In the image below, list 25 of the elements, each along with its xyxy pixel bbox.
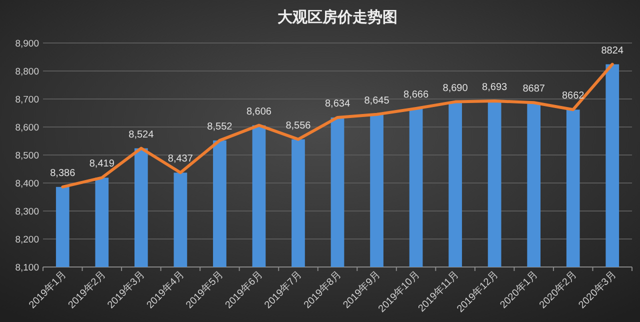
text: 8,666 (404, 90, 429, 101)
text: 8,693 (482, 82, 508, 93)
text: 8,645 (364, 95, 390, 106)
y-tick-label: 8,500 (15, 150, 39, 162)
text: 8,437 (168, 154, 193, 165)
text: 8,606 (246, 106, 272, 118)
y-tick-label: 8,900 (15, 38, 39, 50)
text: 8,634 (324, 98, 350, 110)
y-tick-label: 8,200 (15, 234, 39, 246)
y-tick-label: 8,100 (15, 262, 39, 274)
text: 8,419 (89, 158, 114, 170)
text: 8,556 (286, 120, 311, 132)
y-tick-label: 8,400 (15, 178, 39, 190)
text: 8,524 (128, 129, 154, 140)
y-tick-label: 8,300 (15, 206, 39, 218)
text: 8662 (562, 90, 584, 102)
y-tick-label: 8,600 (15, 122, 39, 134)
chart-title: 大观区房价走势图 (278, 8, 398, 26)
text: 8,690 (442, 82, 468, 94)
text: 8,552 (207, 121, 232, 132)
text: 8687 (522, 84, 545, 95)
text: 8824 (601, 45, 624, 56)
text: 8,386 (50, 168, 76, 179)
y-tick-label: 8,800 (15, 66, 39, 78)
y-tick-label: 8,700 (15, 94, 39, 106)
